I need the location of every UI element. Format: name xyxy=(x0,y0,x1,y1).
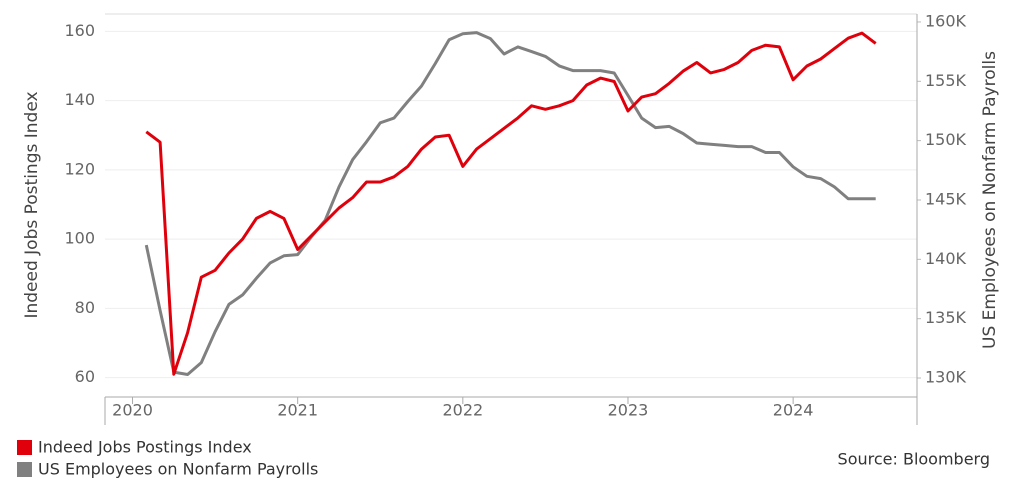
series-line xyxy=(145,31,877,376)
y2-axis-title: US Employees on Nonfarm Payrolls xyxy=(980,51,1000,349)
y2-tick-label: 155K xyxy=(925,71,967,90)
y-tick-label: 140 xyxy=(64,90,95,109)
x-tick-label: 2020 xyxy=(112,401,153,420)
y-tick-label: 80 xyxy=(75,298,95,317)
y2-tick-label: 135K xyxy=(925,308,967,327)
y-tick-label: 100 xyxy=(64,229,95,248)
source: Source: Bloomberg xyxy=(838,450,990,469)
y-tick-label: 120 xyxy=(64,159,95,178)
y2-tick-label: 150K xyxy=(925,130,967,149)
y-axis-title: Indeed Jobs Postings Index xyxy=(22,91,42,318)
y2-tick-label: 145K xyxy=(925,189,967,208)
series-line xyxy=(144,31,876,376)
x-tick-label: 2024 xyxy=(773,401,814,420)
legend-label: US Employees on Nonfarm Payrolls xyxy=(38,460,318,479)
x-tick-label: 2022 xyxy=(442,401,483,420)
y2-tick-label: 140K xyxy=(925,249,967,268)
legend-label: Indeed Jobs Postings Index xyxy=(38,438,252,457)
y-tick-label: 60 xyxy=(75,367,95,386)
legend-swatch xyxy=(17,462,32,477)
y-tick-label: 160 xyxy=(64,21,95,40)
y2-tick-label: 160K xyxy=(925,11,967,30)
x-tick-label: 2023 xyxy=(608,401,649,420)
x-tick-label: 2021 xyxy=(277,401,318,420)
legend-swatch xyxy=(17,440,32,455)
y2-tick-label: 130K xyxy=(925,368,967,387)
